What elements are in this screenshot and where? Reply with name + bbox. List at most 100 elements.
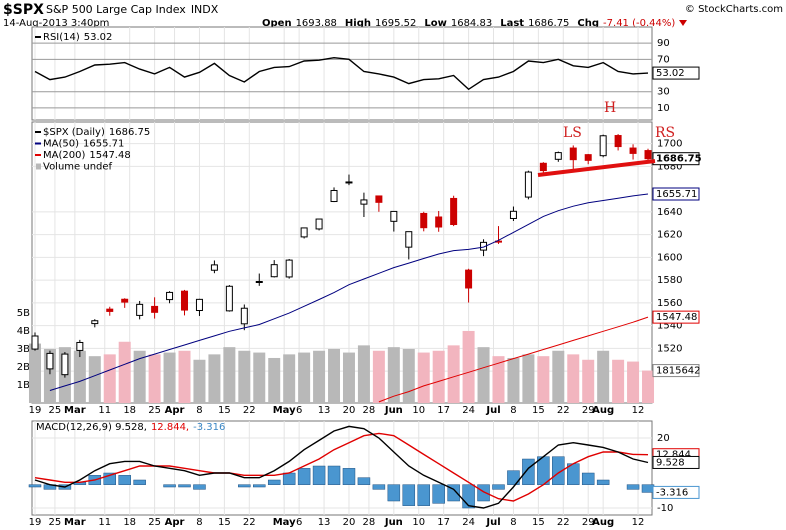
candle-body (629, 147, 637, 154)
legend: MA(200) 1547.48 (43, 150, 131, 161)
volume-bar (597, 350, 610, 403)
candle-body (554, 152, 562, 160)
histogram-bar (297, 468, 311, 485)
candle-body (31, 335, 39, 350)
histogram-bar (357, 477, 371, 485)
x-tick-label: 15 (532, 517, 545, 528)
quote-label: Last (500, 18, 524, 29)
x-tick-label: 17 (437, 405, 450, 416)
value-tag (652, 455, 700, 469)
histogram-bar (492, 484, 505, 490)
panel (31, 26, 653, 121)
candle-body (255, 280, 263, 283)
legend-name: Volume undef (43, 162, 113, 173)
volume-bar (477, 347, 490, 403)
candle-body (584, 154, 592, 161)
candle-body (195, 298, 203, 312)
date: 14-Aug-2013 3:40pm (3, 18, 109, 29)
y2-tick-label: 4B (17, 326, 30, 337)
x-tick-label: 24 (462, 405, 475, 416)
candle-body (61, 353, 69, 376)
quote-value: 1693.88 (296, 18, 337, 29)
candle-body (46, 352, 54, 370)
x-tick-label: 8 (510, 517, 516, 528)
x-tick-label: Jul (485, 517, 500, 528)
x-tick-label: 8 (510, 405, 516, 416)
volume-bar (73, 350, 86, 403)
histogram-bar (477, 484, 490, 502)
histogram-bar (312, 465, 326, 485)
y2-tick-label: 3B (17, 344, 30, 355)
candle-body (644, 150, 652, 160)
x-tick-label: 22 (243, 517, 256, 528)
quote-value: 1684.83 (451, 18, 492, 29)
value-tag (652, 152, 700, 166)
x-tick-label: Aug (592, 517, 614, 528)
candle-body (270, 264, 278, 278)
x-tick-label: 12 (632, 517, 645, 528)
legend-entry: -3.316 (193, 422, 225, 433)
volume-bar (522, 354, 535, 403)
volume-bar (612, 359, 625, 403)
x-tick-label: 29 (582, 517, 595, 528)
x-tick-label: Jul (485, 405, 500, 416)
x-tick-label: 18 (123, 517, 136, 528)
candle-body (315, 218, 323, 230)
candle-body (435, 216, 443, 228)
volume-bar (118, 341, 131, 403)
candle-body (330, 189, 338, 203)
histogram-bar (402, 484, 416, 506)
histogram-bar (342, 468, 356, 485)
x-tick-label: 8 (196, 517, 202, 528)
volume-bar (253, 352, 266, 403)
legend: $SPX (Daily) 1686.75 (43, 127, 150, 138)
candle-body (136, 303, 144, 316)
y2-tick-label: 2B (17, 362, 30, 373)
volume-bar (238, 350, 251, 403)
candle-body (76, 341, 84, 351)
value-tag (652, 66, 700, 80)
x-tick-label: 25 (49, 517, 62, 528)
histogram-bar (387, 484, 401, 502)
quote-value: 1695.52 (375, 18, 416, 29)
value-tag-label: 1655.71 (656, 189, 697, 200)
histogram-bar (537, 456, 550, 485)
quote-label: Low (424, 18, 446, 29)
candle-body (599, 135, 607, 157)
x-tick-label: 6 (296, 405, 302, 416)
legend-name: MA(200) (43, 150, 85, 161)
quote-value: -7.41 (-0.44%) (603, 18, 675, 29)
x-tick-label: Jun (384, 517, 403, 528)
candle-body (285, 259, 293, 278)
volume-bar (552, 350, 565, 403)
series-line (49, 193, 649, 391)
volume-bar (208, 354, 221, 403)
candle-body (539, 162, 547, 172)
legend-name: MA(50) (43, 139, 79, 150)
volume-bar (567, 354, 580, 403)
histogram-bar (193, 484, 206, 490)
x-tick-label: 24 (462, 517, 475, 528)
histogram-bar (238, 484, 251, 488)
quote-value: 1686.75 (528, 18, 569, 29)
value-tag-label: 12.844 (656, 450, 691, 461)
volume-bar (507, 357, 520, 403)
volume-bar (627, 361, 640, 403)
legend-name: $SPX (Daily) (43, 127, 105, 138)
legend: Volume undef (43, 162, 113, 173)
candle-body (210, 264, 218, 271)
y-tick-label: 90 (657, 38, 670, 49)
histogram-bar (253, 484, 266, 488)
x-tick-label: 6 (296, 517, 302, 528)
annotation: H (604, 100, 616, 116)
histogram-bar (596, 479, 610, 485)
x-tick-label: Jun (384, 405, 403, 416)
volume-bar (642, 370, 655, 403)
y-tick-label: 1580 (657, 275, 682, 286)
y-tick-label: 1700 (657, 139, 682, 150)
legend: MA(50) 1655.71 (43, 139, 124, 150)
legend-swatch (36, 163, 41, 170)
histogram-bar (432, 484, 445, 504)
candle-body (360, 199, 368, 205)
volume-bar (357, 345, 370, 403)
